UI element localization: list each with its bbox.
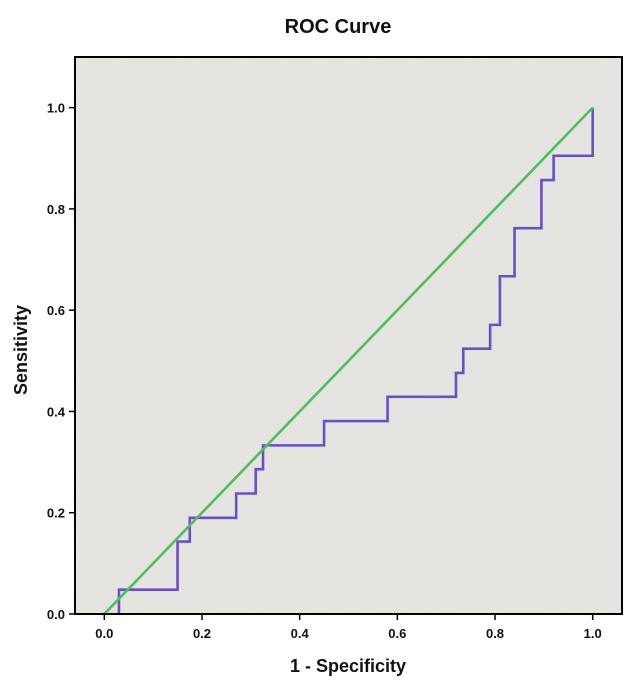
y-tick-label: 0.6 [47, 303, 65, 318]
x-tick-label: 0.8 [486, 626, 504, 641]
ticks-layer: 0.0 0.2 0.4 0.6 0.8 1.0 0.0 0.2 0.4 0.6 0.8 1.0 [47, 101, 602, 641]
y-tick-label: 0.2 [47, 506, 65, 521]
y-axis-label: Sensitivity [11, 305, 31, 395]
plot-background [75, 57, 622, 614]
x-tick-label: 0.2 [193, 626, 211, 641]
plot-frame [74, 56, 623, 615]
x-tick-label: 0.0 [95, 626, 113, 641]
x-tick-label: 0.4 [291, 626, 310, 641]
reference-diagonal-line [103, 106, 594, 614]
y-tick-label: 0.0 [47, 607, 65, 622]
x-tick-label: 0.6 [388, 626, 406, 641]
y-tick-label: 0.8 [47, 202, 65, 217]
y-tick-label: 1.0 [47, 101, 65, 116]
y-tick-label: 0.4 [47, 404, 66, 419]
x-tick-label: 1.0 [584, 626, 602, 641]
chart-title: ROC Curve [285, 16, 392, 38]
series-layer [103, 106, 594, 614]
x-axis-label: 1 - Specificity [290, 656, 406, 676]
